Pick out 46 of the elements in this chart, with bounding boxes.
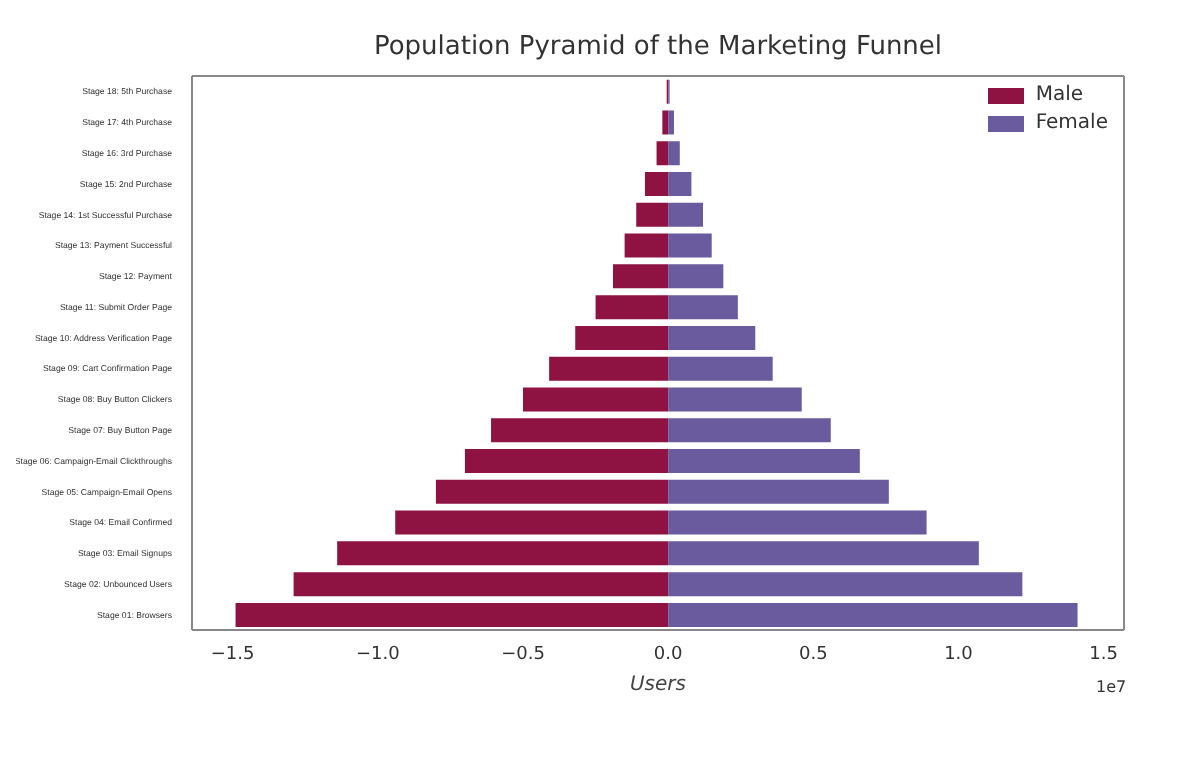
bar [662,110,669,135]
x-tick-label: 0.0 [653,644,684,665]
bar [668,602,1078,627]
bar [668,510,927,535]
bar [293,572,669,597]
x-tick-label: 1.0 [944,644,974,665]
bar [668,264,724,289]
bar [464,449,669,474]
bar [636,202,669,227]
bar [668,295,738,320]
bar [668,479,889,504]
bar [668,356,773,381]
bar [644,172,669,197]
bar [522,387,669,412]
bar [668,418,831,443]
text: 1e7 [1096,678,1127,696]
bar [624,233,669,258]
bar [668,572,1023,597]
bar [613,264,669,289]
legend-label: Female [1035,112,1108,134]
chart-title: Population Pyramid of the Marketing Funnel [371,32,945,62]
x-axis-title: Users [629,674,687,696]
bar [656,141,669,166]
bar [491,418,669,443]
bar [337,541,669,566]
bar [668,141,680,166]
bar [435,479,669,504]
bar [668,172,692,197]
bar [595,295,669,320]
x-tick-label: −0.5 [501,644,545,665]
bar [668,541,979,566]
bar [395,510,669,535]
bar [668,325,756,350]
bar [668,449,860,474]
legend-label: Male [1035,84,1084,106]
bar [668,110,674,135]
x-tick-label: −1.5 [210,644,255,665]
bar [668,202,703,227]
x-tick-label: −1.0 [355,644,401,665]
bar [668,387,802,412]
bar [549,356,669,381]
bar [235,602,669,627]
bar [575,325,669,350]
x-tick-label: 1.5 [1089,644,1118,665]
x-tick-label: 0.5 [799,644,828,665]
bar [668,233,712,258]
